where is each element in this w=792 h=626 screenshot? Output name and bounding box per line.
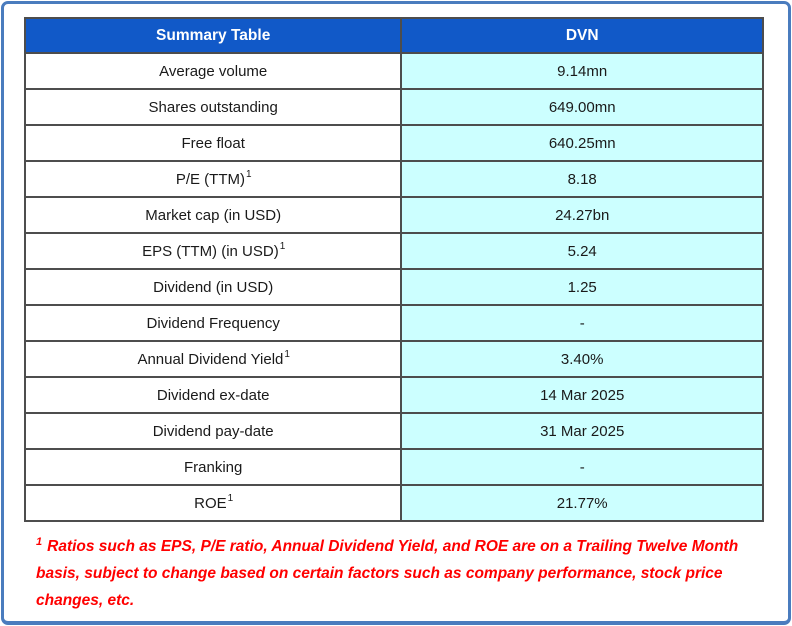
footnote-marker: 1	[284, 348, 290, 360]
metric-value: 640.25mn	[400, 124, 764, 162]
footnote-marker: 1	[227, 492, 234, 504]
metric-label: Dividend Frequency	[23, 304, 403, 342]
table-row: Dividend ex-date 14 Mar 2025	[23, 376, 764, 414]
footnote-marker: 1	[279, 240, 286, 252]
table-body: Average volume 9.14mn Shares outstanding 64…	[23, 52, 764, 522]
table-row: Dividend (in USD) 1.25	[23, 268, 764, 306]
metric-value: 21.77%	[400, 484, 764, 522]
table-row: Dividend Frequency -	[23, 304, 764, 342]
table-row: Market cap (in USD) 24.27bn	[23, 196, 764, 234]
table-row: Annual Dividend Yield1 3.40%	[23, 340, 764, 378]
summary-table-header: Summary Table DVN	[23, 17, 764, 54]
table-row: EPS (TTM) (in USD)1 5.24	[23, 232, 764, 270]
table-row: Franking -	[23, 448, 764, 486]
metric-value: 3.40%	[400, 340, 764, 378]
table-row: Shares outstanding 649.00mn	[23, 88, 764, 126]
metric-value: 5.24	[400, 232, 764, 270]
metric-value: -	[400, 448, 764, 486]
metric-value: 9.14mn	[400, 52, 764, 90]
content-area: Summary Table DVN Average volume 9.14mn Sh…	[23, 17, 764, 614]
header-row: Summary Table DVN	[23, 17, 764, 54]
metric-label: P/E (TTM)1	[23, 160, 403, 198]
footnote-text: Ratios such as EPS, P/E ratio, Annual Di…	[36, 538, 739, 610]
header-dvn: DVN	[400, 17, 764, 54]
footnote: 1 Ratios such as EPS, P/E ratio, Annual D…	[24, 529, 762, 614]
metric-value: 14 Mar 2025	[400, 376, 764, 414]
metric-label: EPS (TTM) (in USD)1	[23, 232, 403, 270]
summary-table: Summary Table DVN Average volume 9.14mn Sh…	[23, 17, 764, 522]
metric-label: ROE1	[23, 484, 403, 522]
metric-label: Annual Dividend Yield1	[23, 340, 403, 378]
metric-value: 31 Mar 2025	[400, 412, 764, 450]
metric-value: 649.00mn	[400, 88, 764, 126]
table-row: Average volume 9.14mn	[23, 52, 764, 90]
metric-label: Dividend (in USD)	[23, 268, 403, 306]
metric-label: Free float	[23, 124, 403, 162]
footnote-superscript: 1	[36, 536, 43, 548]
table-row: P/E (TTM)1 8.18	[23, 160, 764, 198]
metric-label: Dividend pay-date	[23, 412, 403, 450]
metric-label: Franking	[23, 448, 403, 486]
header-summary-table: Summary Table	[23, 17, 403, 54]
table-row: Free float 640.25mn	[23, 124, 764, 162]
metric-label: Shares outstanding	[23, 88, 403, 126]
metric-label: Market cap (in USD)	[23, 196, 403, 234]
metric-value: 1.25	[400, 268, 764, 306]
metric-label: Dividend ex-date	[23, 376, 403, 414]
footnote-marker: 1	[245, 168, 252, 180]
metric-label: Average volume	[23, 52, 403, 90]
metric-value: 8.18	[400, 160, 764, 198]
metric-value: -	[400, 304, 764, 342]
table-row: ROE1 21.77%	[23, 484, 764, 522]
metric-value: 24.27bn	[400, 196, 764, 234]
table-row: Dividend pay-date 31 Mar 2025	[23, 412, 764, 450]
